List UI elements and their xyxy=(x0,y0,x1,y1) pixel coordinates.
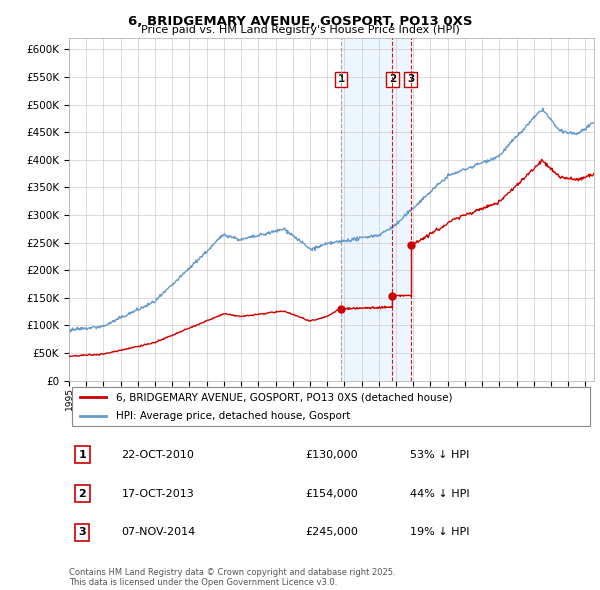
Text: £154,000: £154,000 xyxy=(305,489,358,499)
Text: £130,000: £130,000 xyxy=(305,450,358,460)
Bar xyxy=(341,38,410,381)
Text: 2: 2 xyxy=(78,489,86,499)
Text: 3: 3 xyxy=(407,74,415,84)
Text: 6, BRIDGEMARY AVENUE, GOSPORT, PO13 0XS: 6, BRIDGEMARY AVENUE, GOSPORT, PO13 0XS xyxy=(128,15,472,28)
Text: 1: 1 xyxy=(338,74,345,84)
Text: 6, BRIDGEMARY AVENUE, GOSPORT, PO13 0XS (detached house): 6, BRIDGEMARY AVENUE, GOSPORT, PO13 0XS … xyxy=(116,392,453,402)
Text: 17-OCT-2013: 17-OCT-2013 xyxy=(121,489,194,499)
Text: Price paid vs. HM Land Registry's House Price Index (HPI): Price paid vs. HM Land Registry's House … xyxy=(140,25,460,35)
Text: 19% ↓ HPI: 19% ↓ HPI xyxy=(410,527,470,537)
Text: 1: 1 xyxy=(78,450,86,460)
Text: 07-NOV-2014: 07-NOV-2014 xyxy=(121,527,196,537)
Text: 44% ↓ HPI: 44% ↓ HPI xyxy=(410,489,470,499)
Text: HPI: Average price, detached house, Gosport: HPI: Average price, detached house, Gosp… xyxy=(116,411,350,421)
Text: 3: 3 xyxy=(79,527,86,537)
Text: Contains HM Land Registry data © Crown copyright and database right 2025.
This d: Contains HM Land Registry data © Crown c… xyxy=(69,568,395,587)
Text: 2: 2 xyxy=(389,74,396,84)
FancyBboxPatch shape xyxy=(71,387,590,426)
Text: 53% ↓ HPI: 53% ↓ HPI xyxy=(410,450,470,460)
Text: £245,000: £245,000 xyxy=(305,527,358,537)
Text: 22-OCT-2010: 22-OCT-2010 xyxy=(121,450,194,460)
